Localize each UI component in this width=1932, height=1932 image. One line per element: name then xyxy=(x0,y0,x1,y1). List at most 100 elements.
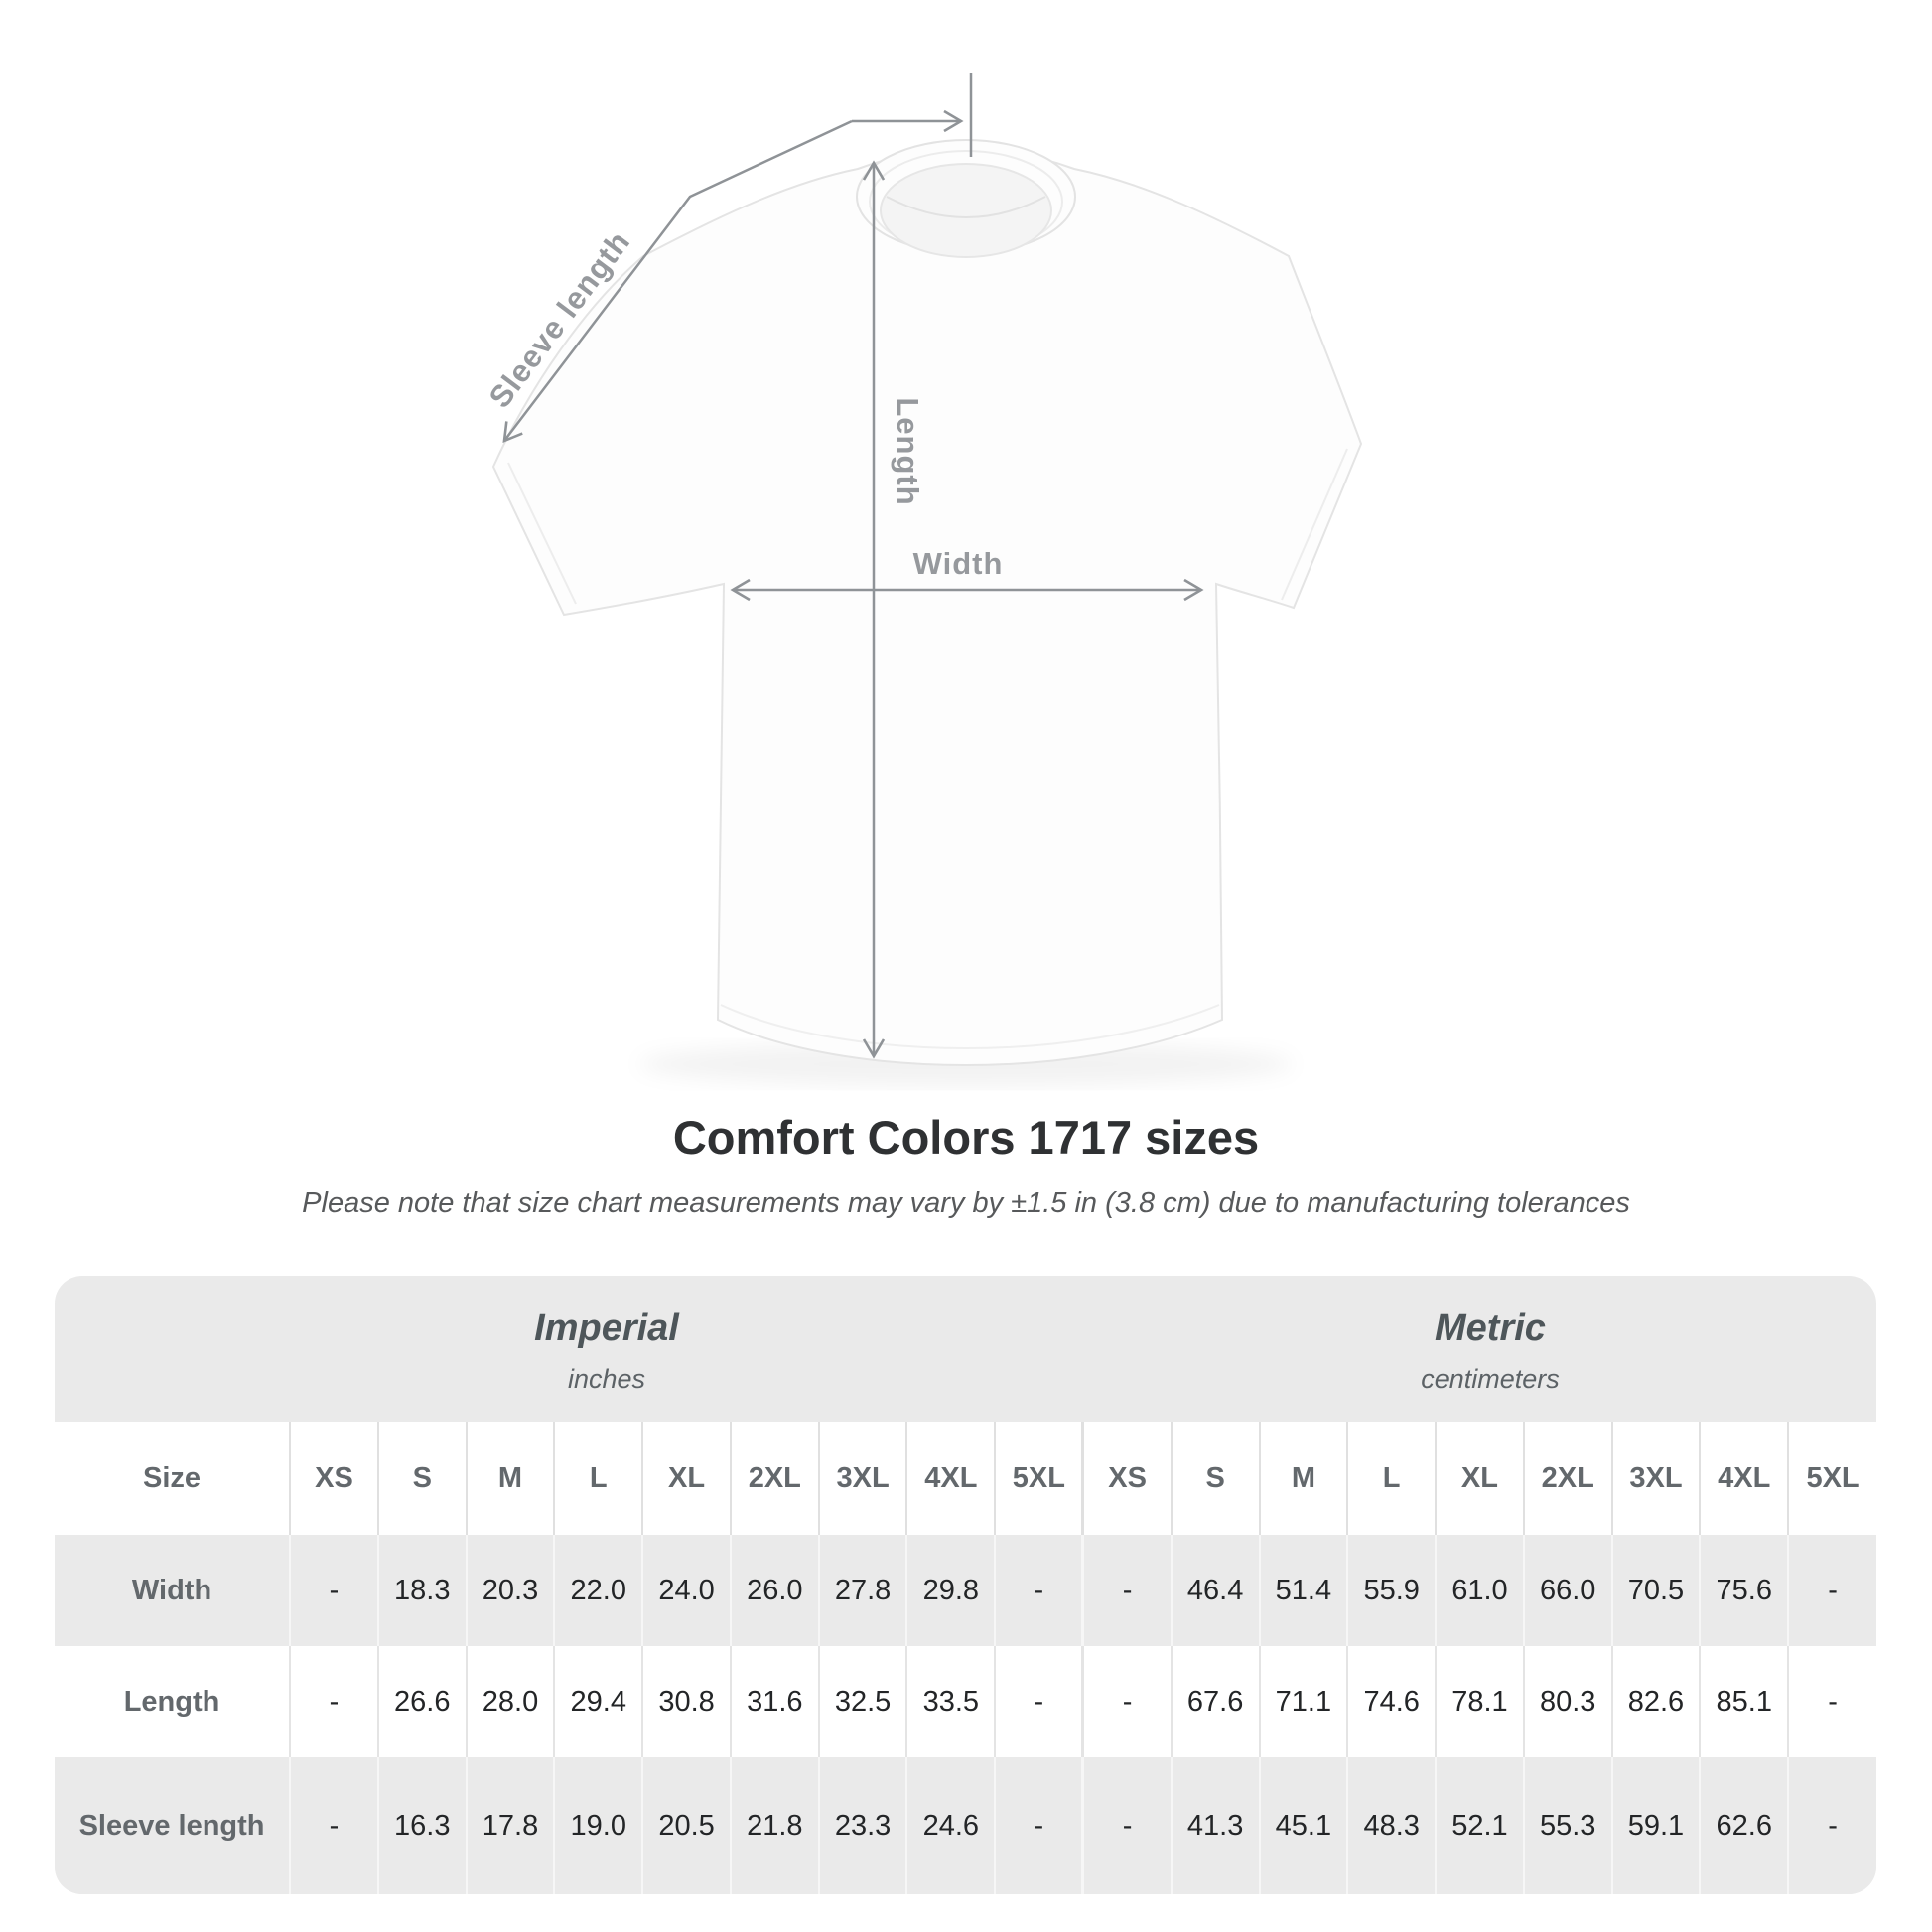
length-label: Length xyxy=(891,397,925,505)
measurement-value: 24.6 xyxy=(905,1757,996,1894)
measurement-value: 28.0 xyxy=(465,1646,555,1757)
measurement-value: 80.3 xyxy=(1522,1646,1612,1757)
metric-group-header: Metric centimeters xyxy=(1421,1276,1560,1395)
size-header: XS xyxy=(289,1422,378,1535)
size-header: S xyxy=(376,1422,467,1535)
measurement-value: 55.9 xyxy=(1346,1535,1437,1646)
row-label: Sleeve length xyxy=(78,1809,265,1842)
collar-back-seam xyxy=(886,196,1046,218)
measurement-value: 33.5 xyxy=(905,1646,996,1757)
row-label: Width xyxy=(131,1574,212,1606)
measurement-value: 62.6 xyxy=(1699,1757,1789,1894)
table-row-width: Width - 18.3 20.3 22.0 24.0 26.0 27.8 29… xyxy=(55,1535,1876,1646)
measurement-value: 59.1 xyxy=(1610,1757,1701,1894)
size-header: M xyxy=(1258,1422,1348,1535)
size-corner-header: Size xyxy=(143,1461,202,1494)
tshirt-illustration xyxy=(491,139,1363,1067)
measurement-value: 30.8 xyxy=(641,1646,731,1757)
size-header: L xyxy=(1346,1422,1437,1535)
measurement-value: 19.0 xyxy=(553,1757,643,1894)
size-header: 5XL xyxy=(1787,1422,1876,1535)
measurement-value: - xyxy=(994,1757,1083,1894)
measurement-value: 71.1 xyxy=(1258,1646,1348,1757)
measurement-value: 32.5 xyxy=(817,1646,907,1757)
measurement-value: 74.6 xyxy=(1346,1646,1437,1757)
measurement-value: 52.1 xyxy=(1435,1757,1524,1894)
measurement-value: 82.6 xyxy=(1610,1646,1701,1757)
hem-seam xyxy=(720,1004,1220,1050)
measurement-value: 17.8 xyxy=(465,1757,555,1894)
measurement-value: 29.8 xyxy=(905,1535,996,1646)
measurement-arrows xyxy=(502,73,1204,1059)
measurement-value: 23.3 xyxy=(817,1757,907,1894)
measurement-value: - xyxy=(1787,1646,1876,1757)
table-row-length: Length - 26.6 28.0 29.4 30.8 31.6 32.5 3… xyxy=(55,1646,1876,1757)
size-header: 3XL xyxy=(817,1422,907,1535)
measurement-value: 26.0 xyxy=(729,1535,819,1646)
imperial-unit: inches xyxy=(567,1364,646,1394)
size-table: Imperial inches Metric centimeters Size xyxy=(55,1276,1876,1894)
size-header: XS xyxy=(1081,1422,1172,1535)
measurement-value: 70.5 xyxy=(1610,1535,1701,1646)
sleeve-arrow-diagonal xyxy=(502,119,853,444)
measurement-value: - xyxy=(1787,1757,1876,1894)
page-title: Comfort Colors 1717 sizes xyxy=(672,1111,1260,1164)
measurement-value: 20.5 xyxy=(641,1757,731,1894)
measurement-value: 55.3 xyxy=(1522,1757,1612,1894)
row-label: Length xyxy=(123,1685,220,1718)
size-header: XL xyxy=(641,1422,731,1535)
measurement-value: - xyxy=(994,1646,1083,1757)
measurement-value: - xyxy=(994,1535,1083,1646)
measurement-value: 67.6 xyxy=(1170,1646,1260,1757)
measurement-value: 22.0 xyxy=(553,1535,643,1646)
measurement-value: 16.3 xyxy=(376,1757,467,1894)
metric-label: Metric xyxy=(1435,1308,1546,1349)
size-header: 3XL xyxy=(1610,1422,1701,1535)
right-cuff-seam xyxy=(1281,448,1348,601)
measurement-value: 61.0 xyxy=(1435,1535,1524,1646)
size-header: 2XL xyxy=(729,1422,819,1535)
size-header: XL xyxy=(1435,1422,1524,1535)
size-header: M xyxy=(465,1422,555,1535)
imperial-label: Imperial xyxy=(534,1308,679,1349)
size-header: L xyxy=(553,1422,643,1535)
metric-unit: centimeters xyxy=(1421,1364,1560,1394)
measurement-value: - xyxy=(1787,1535,1876,1646)
measurement-value: 41.3 xyxy=(1170,1757,1260,1894)
measurement-value: 46.4 xyxy=(1170,1535,1260,1646)
measurement-value: 26.6 xyxy=(376,1646,467,1757)
tolerance-note: Please note that size chart measurements… xyxy=(302,1187,1630,1219)
measurement-value: 18.3 xyxy=(376,1535,467,1646)
measurement-value: 31.6 xyxy=(729,1646,819,1757)
measurement-value: 20.3 xyxy=(465,1535,555,1646)
tshirt-measurement-diagram: Sleeve length Length Width xyxy=(483,73,1363,1086)
measurement-value: - xyxy=(1081,1535,1172,1646)
measurement-value: 27.8 xyxy=(817,1535,907,1646)
measurement-value: 75.6 xyxy=(1699,1535,1789,1646)
unit-band: Imperial inches Metric centimeters xyxy=(55,1276,1876,1422)
measurement-value: 24.0 xyxy=(641,1535,731,1646)
size-header: 2XL xyxy=(1522,1422,1612,1535)
measurement-value: - xyxy=(289,1535,378,1646)
width-label: Width xyxy=(913,546,1004,581)
measurement-value: - xyxy=(289,1757,378,1894)
collar-opening xyxy=(880,163,1052,258)
imperial-group-header: Imperial inches xyxy=(534,1276,679,1395)
measurement-value: 48.3 xyxy=(1346,1757,1437,1894)
measurements-table: Size XS S M L XL 2XL 3XL 4XL 5XL XS S M … xyxy=(55,1422,1876,1894)
size-header: S xyxy=(1170,1422,1260,1535)
measurement-value: 85.1 xyxy=(1699,1646,1789,1757)
left-cuff-seam xyxy=(507,462,577,605)
measurement-value: - xyxy=(289,1646,378,1757)
table-row-sleeve-length: Sleeve length - 16.3 17.8 19.0 20.5 21.8… xyxy=(55,1757,1876,1894)
size-header: 4XL xyxy=(1699,1422,1789,1535)
measurement-value: 66.0 xyxy=(1522,1535,1612,1646)
size-header-row: Size XS S M L XL 2XL 3XL 4XL 5XL XS S M … xyxy=(55,1422,1876,1535)
measurement-value: 45.1 xyxy=(1258,1757,1348,1894)
measurement-value: 51.4 xyxy=(1258,1535,1348,1646)
size-header: 5XL xyxy=(994,1422,1083,1535)
measurement-value: 29.4 xyxy=(553,1646,643,1757)
measurement-value: - xyxy=(1081,1646,1172,1757)
measurement-value: 21.8 xyxy=(729,1757,819,1894)
